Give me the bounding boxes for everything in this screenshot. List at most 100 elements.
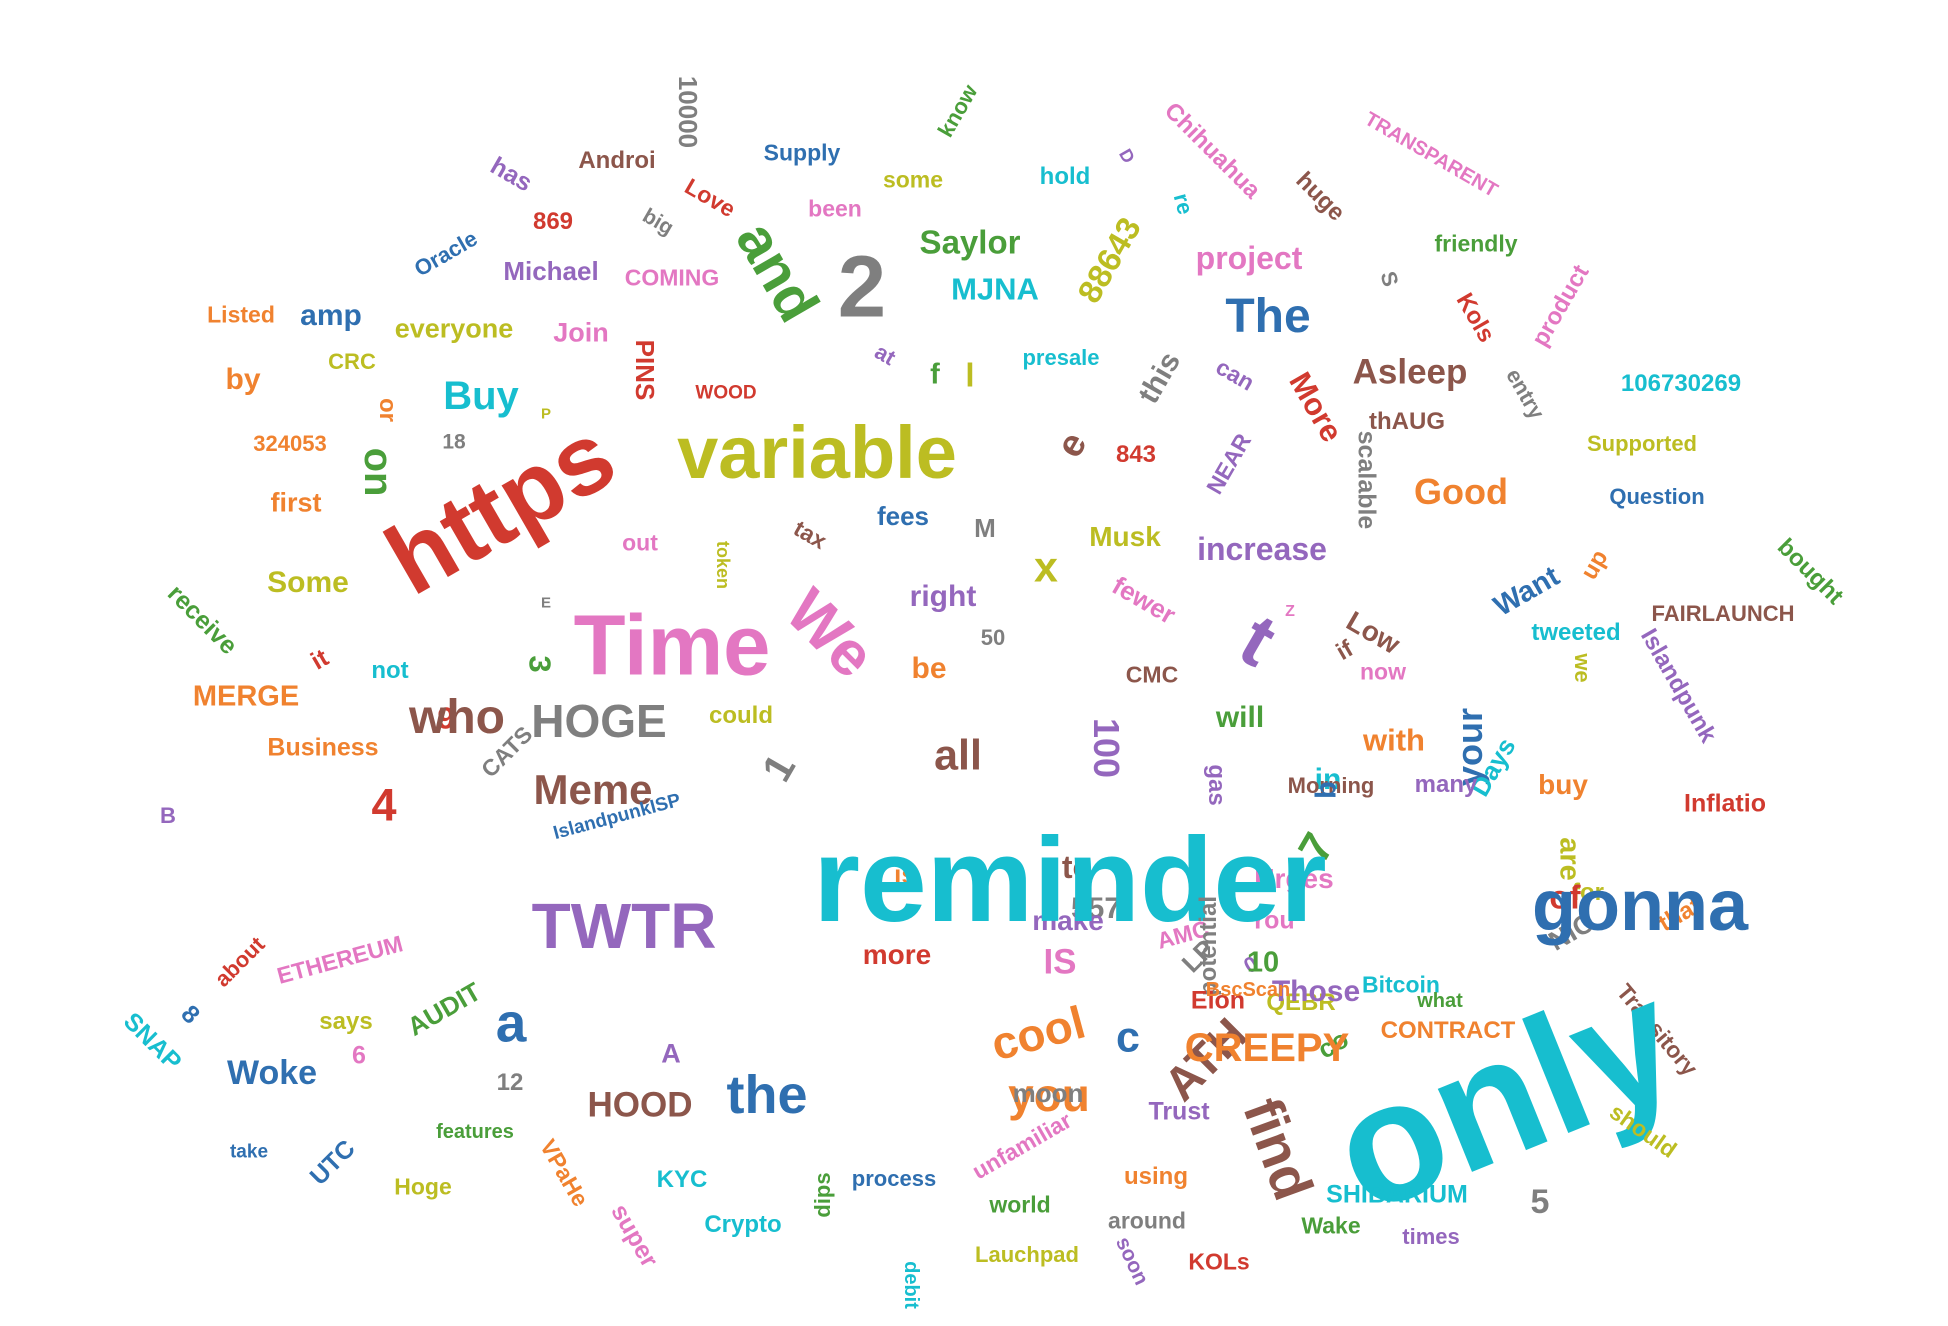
cloud-word: moon <box>1012 1078 1084 1108</box>
cloud-word: about <box>209 931 270 992</box>
cloud-word: CRC <box>328 349 376 374</box>
cloud-word: 88643 <box>1070 211 1148 309</box>
cloud-word: https <box>367 398 633 616</box>
cloud-word: not <box>371 657 409 684</box>
cloud-word: huge <box>1290 166 1351 227</box>
cloud-word: 4 <box>371 779 397 831</box>
cloud-word: be <box>911 652 947 685</box>
cloud-word: Time <box>573 598 771 694</box>
cloud-word: the <box>726 1065 808 1125</box>
cloud-word: amp <box>300 299 362 332</box>
cloud-word: token <box>713 540 733 590</box>
cloud-word: Urges <box>1254 863 1334 894</box>
cloud-word: 8 <box>175 999 206 1030</box>
cloud-word: and <box>723 210 832 333</box>
cloud-word: hold <box>1039 163 1091 190</box>
cloud-word: entry <box>1501 364 1550 424</box>
cloud-word: project <box>1195 240 1303 276</box>
cloud-word: 869 <box>532 208 574 235</box>
cloud-word: 106730269 <box>1620 370 1742 397</box>
cloud-word: Join <box>553 317 609 348</box>
cloud-word: 18 <box>442 430 466 454</box>
cloud-word: receive <box>161 579 243 661</box>
cloud-word: tax <box>789 514 832 555</box>
cloud-word: CREEPY <box>1184 1026 1350 1070</box>
cloud-word: COMING <box>624 264 720 291</box>
cloud-word: more <box>862 939 932 970</box>
cloud-word: 6 <box>352 1041 366 1070</box>
cloud-word: BscScan <box>1205 979 1291 1001</box>
cloud-word: More <box>1282 366 1350 448</box>
cloud-word: find <box>1231 1089 1326 1208</box>
cloud-word: of <box>1549 878 1581 916</box>
cloud-word: a <box>495 991 527 1054</box>
cloud-word: soon <box>1110 1233 1154 1289</box>
cloud-word: has <box>485 151 537 198</box>
cloud-word: fewer <box>1107 570 1181 630</box>
cloud-word: Z <box>1285 603 1295 620</box>
cloud-word: could <box>709 702 773 729</box>
cloud-word: bought <box>1772 533 1849 610</box>
cloud-word: MJNA <box>951 271 1039 307</box>
cloud-word: been <box>808 195 862 222</box>
cloud-word: Trust <box>1148 1097 1210 1126</box>
cloud-word: KYC <box>656 1166 708 1193</box>
cloud-word: make <box>1032 905 1104 936</box>
cloud-word: 12 <box>496 1069 524 1096</box>
cloud-word: FAIRLAUNCH <box>1651 601 1795 626</box>
cloud-word: world <box>989 1191 1051 1218</box>
cloud-word: E <box>540 594 552 612</box>
cloud-word: Morning <box>1287 773 1375 798</box>
cloud-word: Love <box>680 172 740 223</box>
cloud-word: CONTRACT <box>1380 1017 1516 1044</box>
cloud-word: some <box>882 166 944 193</box>
cloud-word: Business <box>267 733 379 762</box>
cloud-word: NEAR <box>1201 429 1257 499</box>
cloud-word: UTC <box>304 1134 361 1191</box>
cloud-word: can <box>1211 353 1259 396</box>
cloud-word: who <box>409 691 505 744</box>
cloud-word: in <box>1314 763 1342 796</box>
cloud-word: gonna <box>1532 866 1748 946</box>
cloud-word: 843 <box>1115 441 1157 468</box>
cloud-word: HOGE <box>531 695 667 747</box>
cloud-word: Michael <box>503 256 599 286</box>
cloud-word: if <box>1331 635 1358 666</box>
cloud-word: process <box>851 1166 937 1191</box>
cloud-word: b <box>1310 781 1343 799</box>
cloud-word: l <box>965 356 975 394</box>
cloud-word: t <box>1226 596 1291 683</box>
cloud-word: presale <box>1022 345 1100 370</box>
cloud-word: Supported <box>1587 431 1697 456</box>
cloud-word: P <box>540 405 552 423</box>
cloud-word: buy <box>1538 769 1588 800</box>
cloud-word: 100 <box>1086 717 1127 779</box>
cloud-word: Saylor <box>919 223 1021 261</box>
cloud-word: 10000 <box>673 75 703 149</box>
cloud-word: Meme <box>533 766 653 813</box>
cloud-word: is <box>894 859 916 889</box>
cloud-word: know <box>932 80 983 142</box>
cloud-word: for <box>1572 879 1604 906</box>
cloud-word: IS <box>1043 942 1077 982</box>
cloud-word: Some <box>267 566 349 599</box>
cloud-word: this <box>1131 346 1188 410</box>
cloud-word: around <box>1108 1207 1186 1234</box>
cloud-word: Buy <box>443 374 519 418</box>
cloud-word: cool <box>985 995 1091 1071</box>
cloud-word: 2 <box>837 238 887 336</box>
cloud-word: re <box>1168 190 1199 218</box>
cloud-word: Hoge <box>394 1173 452 1200</box>
cloud-word: to <box>1061 849 1093 885</box>
cloud-word: Inflatio <box>1684 789 1766 818</box>
cloud-word: times <box>1402 1224 1460 1249</box>
cloud-word: 324053 <box>253 431 327 456</box>
cloud-word: by <box>225 363 261 396</box>
cloud-word: Lauchpad <box>975 1242 1079 1267</box>
cloud-word: TRANSPARENT <box>1360 108 1502 202</box>
cloud-word: now <box>1360 658 1406 685</box>
cloud-word: using <box>1124 1163 1188 1190</box>
cloud-word: Musk <box>1089 521 1161 552</box>
cloud-word: dips <box>810 1172 835 1218</box>
cloud-word: KOLs <box>1188 1248 1250 1275</box>
